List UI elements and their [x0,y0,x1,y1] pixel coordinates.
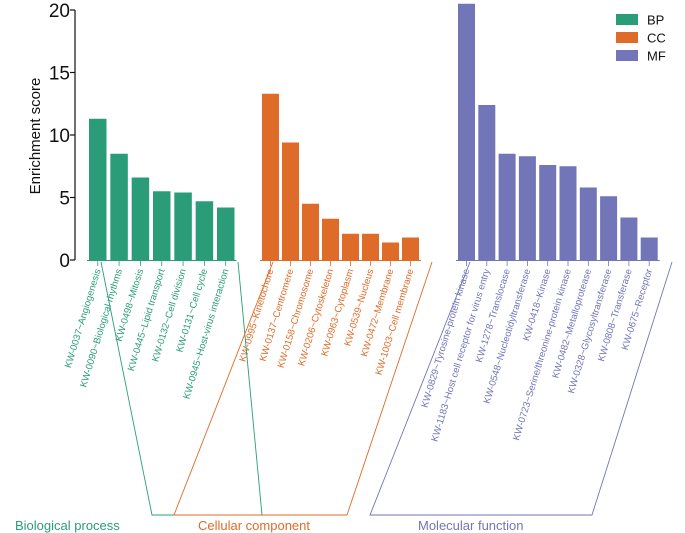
bar-bp [216,207,235,260]
y-tick-label: 5 [59,189,70,210]
y-axis-label: Enrichment score [27,78,44,195]
bar-cc [262,93,279,260]
bar-mf [518,156,536,260]
bars [89,3,658,260]
bar-mf [539,165,557,260]
bar-bp [89,118,107,260]
bar-cc [382,242,399,260]
group-label-cc: Cellular component [198,518,310,533]
bar-bp [110,153,128,260]
bar-cc [302,203,319,260]
bar-cc [362,233,379,260]
y-axis: 0 5 10 15 20 [49,1,76,272]
group-label-bp: Biological process [15,518,120,533]
bar-cc [282,142,299,260]
bar-mf [478,105,496,260]
legend-swatch-mf [616,50,638,61]
bar-bp [195,201,214,260]
group-label-mf: Molecular function [418,518,524,533]
group-annotations: Biological process Cellular component Mole… [15,260,673,533]
y-tick-label: 0 [59,251,70,272]
legend-label-mf: MF [647,49,666,64]
legend-label-bp: BP [647,13,664,28]
bar-mf [620,217,638,260]
bar-cc [322,218,339,260]
y-tick-label: 15 [49,64,70,85]
y-tick-label: 10 [49,126,70,147]
bar-bp [174,192,192,260]
bar-mf [458,3,475,260]
y-tick-label: 20 [49,1,70,22]
bar-mf [559,166,577,260]
bar-mf [640,237,658,260]
group-bracket-mf [369,261,673,516]
bar-cc [342,233,359,260]
legend-swatch-bp [616,14,638,25]
bar-mf [579,187,597,260]
legend-swatch-cc [616,32,638,43]
group-bracket-cc [173,261,433,516]
bar-bp [131,177,150,260]
bar-mf [498,153,516,260]
bar-cc [402,237,419,260]
legend: BP CC MF [616,13,666,64]
bar-mf [600,196,618,260]
bar-bp [152,191,171,260]
legend-label-cc: CC [647,31,666,46]
